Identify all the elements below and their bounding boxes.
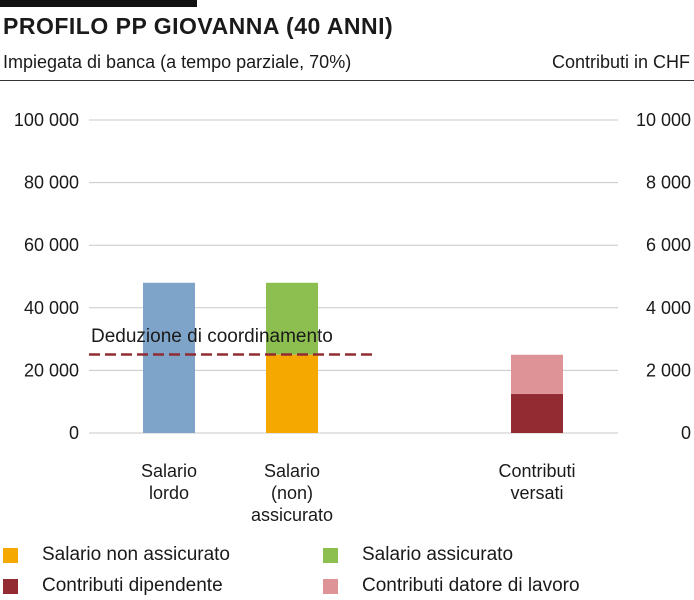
left-tick-label: 20 000 xyxy=(24,360,79,380)
right-tick-label: 2 000 xyxy=(646,360,691,380)
chart-title: PROFILO PP GIOVANNA (40 ANNI) xyxy=(3,13,394,39)
legend-label: Salario non assicurato xyxy=(42,544,230,565)
chart-legend: Salario non assicurato Salario assicurat… xyxy=(0,540,694,600)
category-label: (non) xyxy=(271,483,313,503)
category-label: Salario xyxy=(141,461,197,481)
category-label: lordo xyxy=(149,483,189,503)
category-label: Contributi xyxy=(498,461,575,481)
left-tick-label: 40 000 xyxy=(24,298,79,318)
legend-item-salario-assicurato: Salario assicurato xyxy=(323,544,513,566)
bar-segment-contributi-dipendente xyxy=(511,393,563,433)
bar-segment-salario-lordo xyxy=(143,282,195,433)
left-tick-label: 60 000 xyxy=(24,235,79,255)
right-tick-label: 4 000 xyxy=(646,298,691,318)
category-label: Salario xyxy=(264,461,320,481)
category-label: versati xyxy=(510,483,563,503)
legend-swatch xyxy=(323,547,338,563)
category-label: assicurato xyxy=(251,505,333,525)
unit-label: Contributi in CHF xyxy=(551,52,690,72)
right-tick-label: 8 000 xyxy=(646,173,691,193)
legend-item-contributi-dipendente: Contributi dipendente xyxy=(3,575,223,597)
legend-item-contributi-datore: Contributi datore di lavoro xyxy=(323,575,580,597)
reference-line-label: Deduzione di coordinamento xyxy=(91,326,333,347)
legend-swatch xyxy=(3,578,18,594)
bar-segment-salario-assicurato xyxy=(266,282,318,355)
legend-swatch xyxy=(3,547,18,563)
legend-label: Contributi datore di lavoro xyxy=(362,575,580,596)
title-accent-bar xyxy=(0,0,197,7)
left-tick-label: 100 000 xyxy=(14,110,79,130)
bar-segment-contributi-datore-di-lavoro xyxy=(511,354,563,394)
bar-segment-salario-non-assicurato xyxy=(266,354,318,433)
legend-label: Salario assicurato xyxy=(362,544,514,565)
right-tick-label: 0 xyxy=(681,423,691,443)
legend-label: Contributi dipendente xyxy=(42,575,223,596)
bar-chart: 0 20 000 40 000 60 000 80 000 100 000 0 2 000 4 … xyxy=(14,110,691,525)
right-tick-label: 6 000 xyxy=(646,235,691,255)
right-tick-label: 10 000 xyxy=(636,110,691,130)
left-tick-label: 0 xyxy=(69,423,79,443)
header-rule xyxy=(0,80,694,81)
chart-subtitle: Impiegata di banca (a tempo parziale, 70… xyxy=(3,52,352,72)
left-tick-label: 80 000 xyxy=(24,173,79,193)
legend-item-salario-non-assicurato: Salario non assicurato xyxy=(3,544,230,566)
legend-swatch xyxy=(323,578,338,594)
